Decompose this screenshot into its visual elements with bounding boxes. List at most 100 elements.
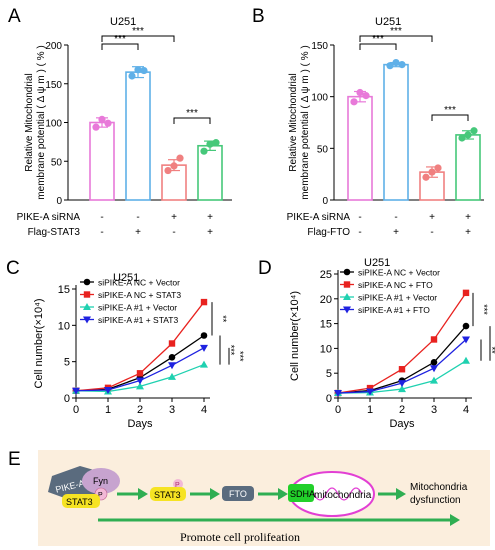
condition-mark: + <box>207 227 213 238</box>
data-point <box>104 119 112 127</box>
condition-mark: - <box>172 227 175 238</box>
data-point <box>206 140 214 148</box>
chart-title: U251 <box>375 16 401 28</box>
bar <box>89 121 115 201</box>
legend-label: siPIKE-A NC + STAT3 <box>98 290 181 300</box>
data-point <box>366 388 374 396</box>
data-point <box>200 147 208 155</box>
data-point <box>98 115 106 123</box>
data-point <box>366 384 374 392</box>
y-tick-label: 50 <box>317 144 329 155</box>
condition-mark: + <box>465 212 471 223</box>
legend-label: siPIKE-A #1 + STAT3 <box>98 315 179 325</box>
x-tick-label: 2 <box>137 404 143 416</box>
y-tick-label: 15 <box>320 319 332 331</box>
x-axis-label: Days <box>127 418 153 430</box>
data-point <box>334 390 342 398</box>
significance-label: *** <box>132 26 144 37</box>
condition-mark: + <box>393 227 399 238</box>
condition-mark: - <box>136 212 139 223</box>
arrow-1 <box>117 488 148 500</box>
pathway-background <box>38 450 490 546</box>
data-point <box>430 376 438 384</box>
chart-c: U251 0 5 10 15 0 1 2 3 4 Days Cell number(×10⁴) siPI… <box>33 272 245 430</box>
condition-mark: - <box>430 227 433 238</box>
x-tick-label: 3 <box>431 404 437 416</box>
condition-mark: - <box>100 212 103 223</box>
condition-mark: - <box>358 212 361 223</box>
data-point <box>462 336 470 344</box>
legend-label: siPIKE-A #1 + Vector <box>98 303 177 313</box>
y-tick-label: 0 <box>326 393 332 405</box>
y-tick-label: 5 <box>64 357 70 369</box>
chart-title: U251 <box>364 257 390 269</box>
data-point <box>83 303 91 310</box>
panel-letter-a: A <box>8 6 21 27</box>
data-point <box>200 298 208 306</box>
y-tick-label: 0 <box>322 196 328 207</box>
phospho-label: P <box>98 492 103 499</box>
arrow-4 <box>378 488 406 500</box>
data-point <box>168 340 176 347</box>
data-point <box>430 336 438 343</box>
data-point <box>92 123 100 131</box>
y-tick-label: 5 <box>326 368 332 380</box>
pathway-diagram: PIKE-A Fyn P STAT3 P STAT3 FTO SDHA mito… <box>38 450 490 546</box>
condition-mark: + <box>171 212 177 223</box>
significance-bracket <box>431 114 469 121</box>
data-point <box>136 377 144 385</box>
significance-bracket <box>101 35 175 42</box>
condition-mark: - <box>358 227 361 238</box>
y-tick-label: 10 <box>58 320 70 332</box>
x-tick-label: 4 <box>201 404 207 416</box>
significance-label: ** <box>218 315 228 323</box>
data-point <box>386 62 394 70</box>
x-axis-label: Days <box>389 418 415 430</box>
legend-label: siPIKE-A NC + Vector <box>98 278 180 288</box>
data-point <box>136 370 144 377</box>
stat3-phospho-label: P <box>175 482 180 489</box>
y-tick-label: 10 <box>320 343 332 355</box>
y-tick-label: 15 <box>58 284 70 296</box>
data-point <box>343 268 351 276</box>
significance-label: *** <box>372 34 384 45</box>
fyn-label: Fyn <box>93 476 108 486</box>
x-tick-label: 2 <box>399 404 405 416</box>
data-point <box>83 278 91 286</box>
data-point <box>362 92 370 100</box>
y-tick-label: 200 <box>45 41 62 52</box>
y-tick-label: 20 <box>320 294 332 306</box>
data-point <box>200 332 208 339</box>
condition-label: Flag-STAT3 <box>28 227 81 238</box>
data-point <box>430 358 438 366</box>
data-point <box>200 360 208 368</box>
y-tick-label: 0 <box>56 196 62 207</box>
stat3-complex-label: STAT3 <box>66 497 93 507</box>
data-point <box>83 291 91 298</box>
data-point <box>343 293 351 300</box>
significance-label: *** <box>390 26 402 37</box>
condition-mark: + <box>135 227 141 238</box>
stat3-label: STAT3 <box>154 490 181 500</box>
x-tick-label: 4 <box>463 404 469 416</box>
data-point <box>343 281 351 288</box>
significance-bracket <box>359 35 433 42</box>
legend-label: siPIKE-A NC + Vector <box>358 268 440 278</box>
condition-label: PIKE-A siRNA <box>287 212 351 223</box>
data-point <box>168 354 176 361</box>
data-point <box>104 387 112 395</box>
y-tick-label: 50 <box>51 157 63 168</box>
condition-mark: + <box>429 212 435 223</box>
data-point <box>434 164 442 172</box>
data-point <box>83 316 91 324</box>
significance-label: *** <box>114 34 126 45</box>
y-tick-label: 100 <box>311 93 328 104</box>
condition-label: PIKE-A siRNA <box>17 212 81 223</box>
data-point <box>464 131 472 139</box>
data-point <box>470 127 478 135</box>
data-point <box>392 58 400 67</box>
data-point <box>136 382 144 390</box>
data-point <box>176 154 184 162</box>
panel-letter-c: C <box>6 258 20 279</box>
stat3-phospho-circle <box>173 479 183 489</box>
